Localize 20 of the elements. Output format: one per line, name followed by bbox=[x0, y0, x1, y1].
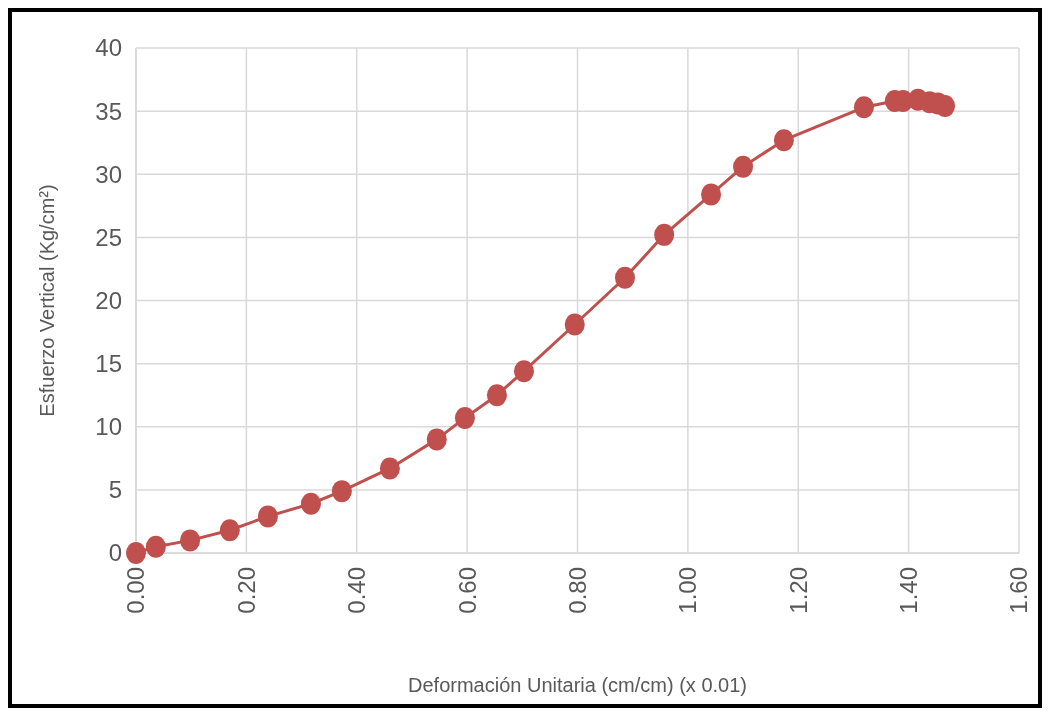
y-tick-label: 5 bbox=[108, 476, 122, 504]
x-tick-label: 1.60 bbox=[1005, 567, 1033, 614]
y-tick-label: 15 bbox=[95, 350, 122, 378]
y-tick-label: 40 bbox=[95, 34, 122, 62]
x-tick-label: 1.40 bbox=[895, 567, 923, 614]
y-tick-label: 25 bbox=[95, 223, 122, 251]
y-tick-label: 10 bbox=[95, 413, 122, 441]
y-tick-label: 20 bbox=[95, 286, 122, 314]
x-tick-label: 1.20 bbox=[784, 567, 812, 614]
x-axis-title: Deformación Unitaria (cm/cm) (x 0.01) bbox=[408, 674, 747, 696]
y-axis-title: Esfuerzo Vertical (Kg/cm²) bbox=[36, 184, 58, 417]
x-tick-label: 0.80 bbox=[563, 567, 591, 614]
x-tick-label: 1.00 bbox=[674, 567, 702, 614]
y-tick-label: 30 bbox=[95, 160, 122, 188]
x-tick-label: 0.00 bbox=[122, 567, 150, 614]
x-tick-label: 0.20 bbox=[232, 567, 260, 614]
y-tick-label: 35 bbox=[95, 97, 122, 125]
x-tick-label: 0.60 bbox=[453, 567, 481, 614]
y-tick-label: 0 bbox=[108, 539, 122, 567]
x-tick-label: 0.40 bbox=[343, 567, 371, 614]
